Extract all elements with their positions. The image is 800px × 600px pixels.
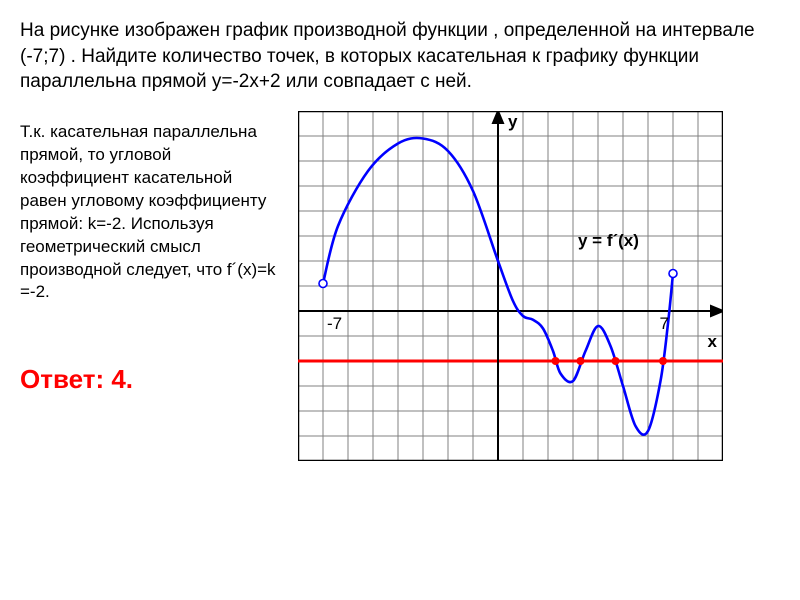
plot-column: y x -7 7 y = f´(x) [298,111,780,461]
derivative-chart: y x -7 7 y = f´(x) [298,111,723,461]
content-row: Т.к. касательная параллельна прямой, то … [20,111,780,461]
svg-text:y = f´(x): y = f´(x) [578,231,639,250]
svg-text:-7: -7 [327,314,342,333]
svg-text:7: 7 [660,314,669,333]
svg-text:x: x [708,332,718,351]
explanation-column: Т.к. касательная параллельна прямой, то … [20,111,280,396]
problem-statement: На рисунке изображен график производной … [20,18,780,95]
svg-text:y: y [508,112,518,131]
answer-text: Ответ: 4. [20,364,280,395]
explanation-text: Т.к. касательная параллельна прямой, то … [20,121,280,305]
